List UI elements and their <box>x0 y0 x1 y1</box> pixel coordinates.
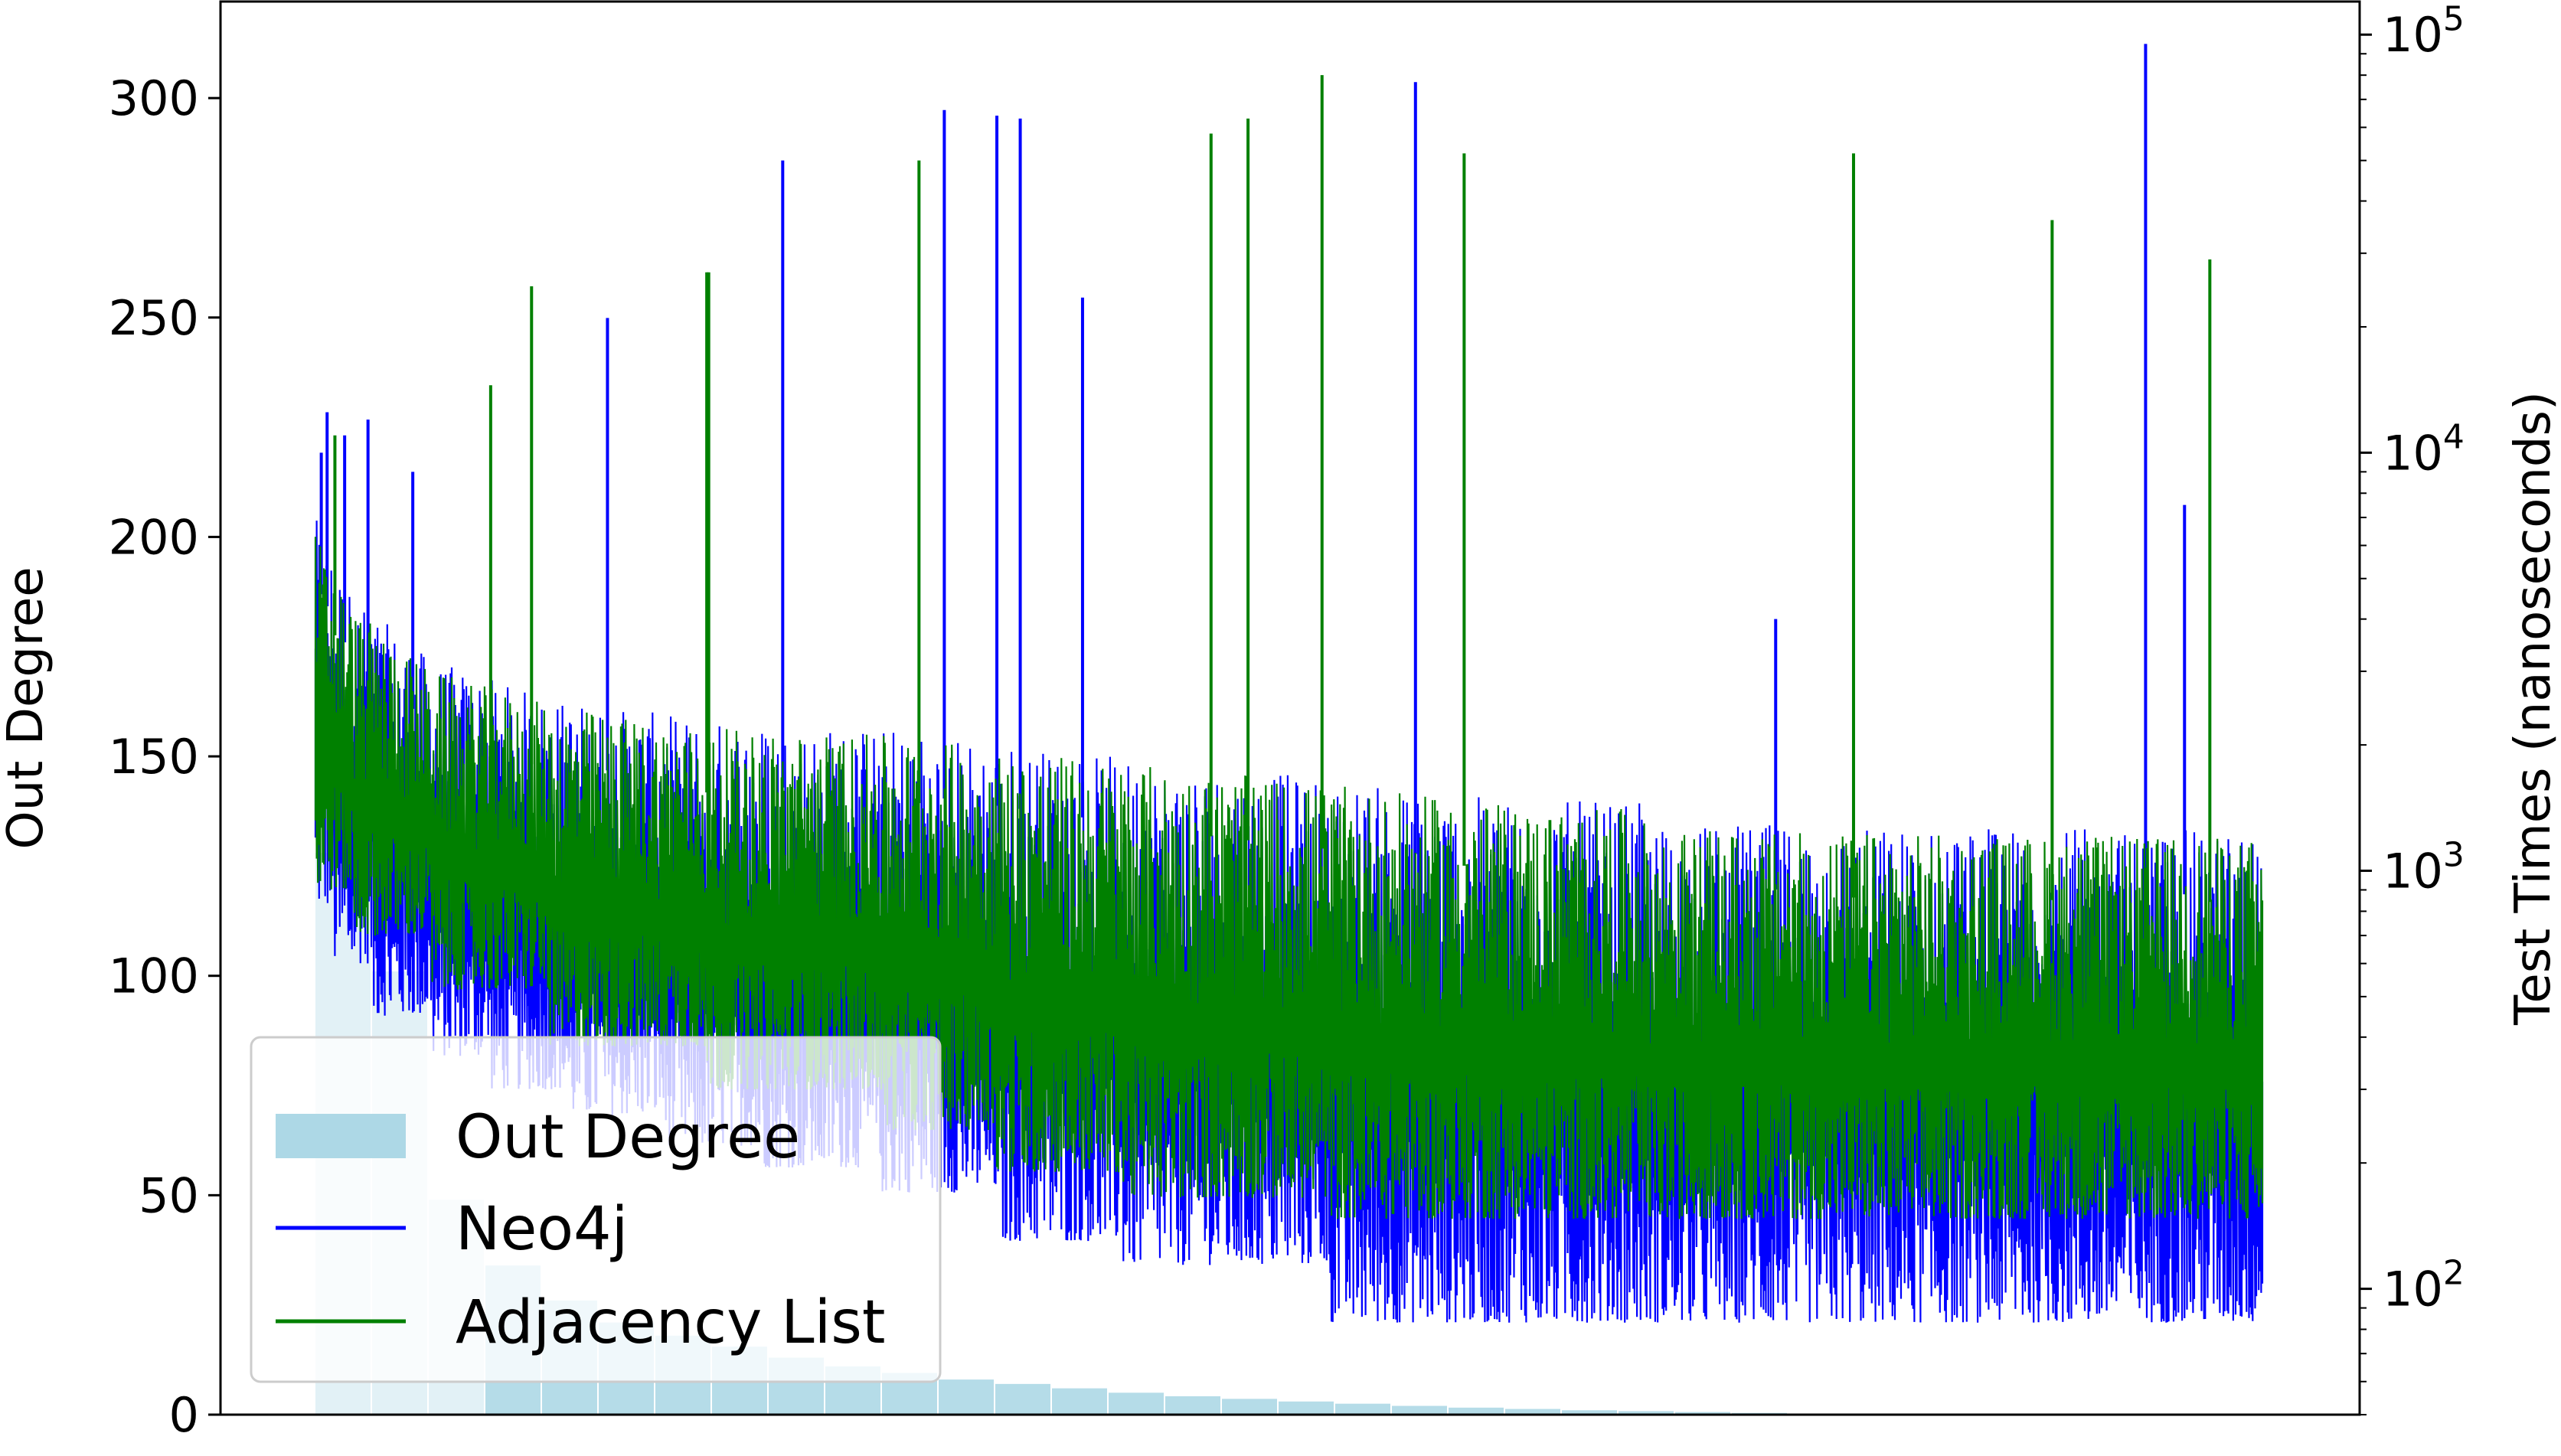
y-tick-label: 100 <box>109 948 199 1004</box>
out-degree-bar <box>1109 1392 1164 1415</box>
out-degree-bar <box>1165 1396 1220 1415</box>
out-degree-bar <box>1505 1409 1560 1415</box>
y-tick-label: 150 <box>109 729 199 785</box>
y-tick-label: 250 <box>109 290 199 346</box>
series-lines <box>314 44 2264 1323</box>
out-degree-bar <box>1619 1411 1674 1415</box>
y2-tick-label: 103 <box>2383 835 2465 899</box>
y-tick-label: 200 <box>109 509 199 565</box>
left-axis-ticks: 0 50 100 150 200 250 300 <box>109 70 220 1443</box>
out-degree-bar <box>1392 1405 1447 1415</box>
y-tick-label: 50 <box>139 1167 199 1223</box>
series-line <box>314 537 2264 1219</box>
plot-frame <box>219 0 2361 1416</box>
legend-label-out-degree: Out Degree <box>456 1103 800 1172</box>
series-adjacency-list <box>314 75 2264 1219</box>
out-degree-bar <box>1675 1412 1730 1415</box>
legend: Out Degree Neo4j Adjacency List <box>250 1036 942 1383</box>
out-degree-bar <box>939 1379 994 1415</box>
y2-axis-title: Test Times (nanoseconds) <box>2505 391 2561 1026</box>
y-tick-label: 300 <box>109 70 199 126</box>
legend-label-adjacency-list: Adjacency List <box>456 1288 885 1357</box>
out-degree-bar <box>995 1383 1050 1415</box>
out-degree-bar <box>1052 1388 1107 1415</box>
legend-swatch-out-degree <box>276 1114 406 1158</box>
out-degree-bar <box>1335 1403 1390 1415</box>
out-degree-bar <box>1222 1399 1277 1415</box>
y2-tick-label: 102 <box>2383 1254 2465 1317</box>
legend-label-neo4j: Neo4j <box>456 1195 628 1264</box>
out-degree-bar <box>1449 1407 1504 1415</box>
y2-tick-label: 104 <box>2383 417 2465 481</box>
y2-tick-label: 105 <box>2383 0 2465 63</box>
out-degree-bar <box>1279 1401 1334 1415</box>
legend-box <box>250 1036 942 1383</box>
right-axis-ticks: 102 103 104 105 <box>2360 0 2465 1415</box>
y-tick-label: 0 <box>169 1387 199 1443</box>
out-degree-bar <box>1562 1410 1617 1415</box>
y-axis-title: Out Degree <box>0 566 54 849</box>
